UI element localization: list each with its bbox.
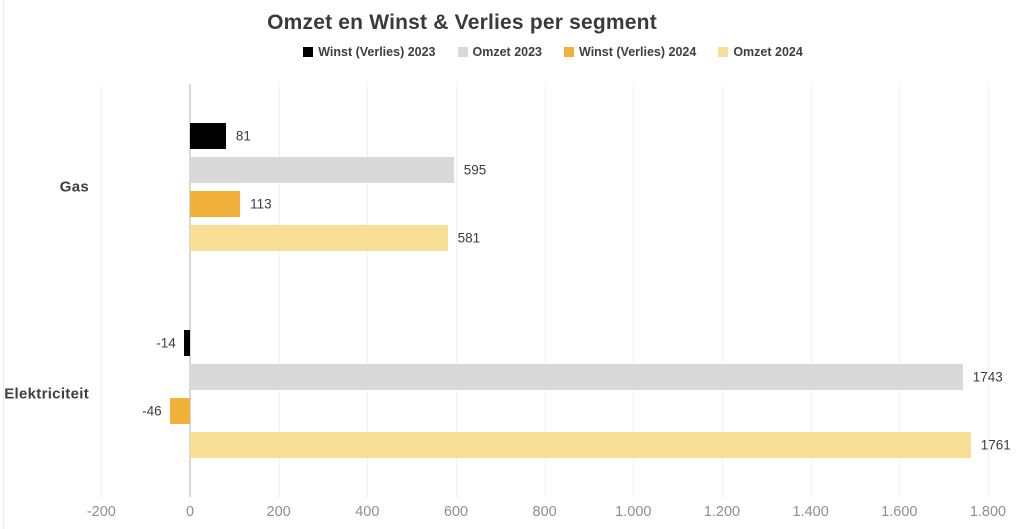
- gridline: [278, 84, 280, 497]
- legend-swatch: [303, 47, 314, 57]
- legend-swatch: [718, 47, 729, 57]
- gridline: [721, 84, 723, 497]
- legend-label: Winst (Verlies) 2024: [579, 45, 697, 59]
- x-tick-label: 1.800: [969, 504, 1007, 520]
- gridline: [987, 84, 989, 497]
- x-tick-label: 800: [532, 504, 557, 520]
- legend-label: Winst (Verlies) 2023: [318, 45, 436, 59]
- bar: [183, 329, 190, 356]
- bar-value-label: 81: [235, 128, 251, 144]
- bar-value-label: 113: [250, 196, 272, 212]
- legend-label: Omzet 2023: [472, 45, 542, 59]
- bar-value-label: -14: [156, 335, 176, 351]
- legend-item: Omzet 2024: [718, 45, 803, 59]
- legend-swatch: [457, 47, 468, 57]
- left-border-line: [3, 0, 4, 529]
- bar-value-label: 1743: [972, 369, 1003, 385]
- gridline: [899, 84, 901, 497]
- x-tick-label: 1.000: [615, 504, 652, 520]
- x-tick-label: 400: [355, 504, 380, 520]
- gridline: [101, 84, 103, 497]
- bar-value-label: -46: [142, 403, 162, 419]
- gridline: [544, 84, 546, 497]
- chart-title: Omzet en Winst & Verlies per segment: [267, 11, 657, 34]
- bar-value-label: 581: [457, 230, 481, 246]
- bar: [190, 363, 963, 390]
- x-tick-label: 1.600: [881, 504, 918, 520]
- gridline: [455, 84, 457, 497]
- bar-value-label: 1761: [980, 437, 1011, 453]
- category-label: Elektriciteit: [4, 385, 89, 403]
- legend-swatch: [564, 47, 574, 57]
- gridline: [810, 84, 812, 497]
- gridline: [367, 84, 369, 497]
- x-tick-label: 0: [185, 504, 195, 520]
- legend: Winst (Verlies) 2023 Omzet 2023 Winst (Ver…: [41, 45, 1024, 59]
- bar: [190, 157, 454, 184]
- x-tick-label: 1.400: [792, 504, 829, 520]
- bar-value-label: 595: [463, 162, 487, 178]
- legend-item: Omzet 2023: [457, 45, 542, 59]
- category-label: Gas: [59, 178, 89, 196]
- zero-axis-line: [189, 84, 191, 497]
- legend-item: Winst (Verlies) 2024: [564, 45, 696, 59]
- legend-item: Winst (Verlies) 2023: [303, 45, 436, 59]
- bar: [190, 191, 241, 218]
- x-tick-label: 600: [443, 504, 469, 520]
- bar: [190, 225, 448, 252]
- bar: [190, 431, 971, 458]
- x-tick-label: 1.200: [703, 504, 741, 520]
- bar: [190, 123, 226, 150]
- x-tick-label: -200: [86, 504, 116, 520]
- bar: [169, 397, 190, 424]
- gridline: [633, 84, 635, 497]
- legend-label: Omzet 2024: [733, 45, 803, 59]
- x-tick-label: 200: [266, 504, 291, 520]
